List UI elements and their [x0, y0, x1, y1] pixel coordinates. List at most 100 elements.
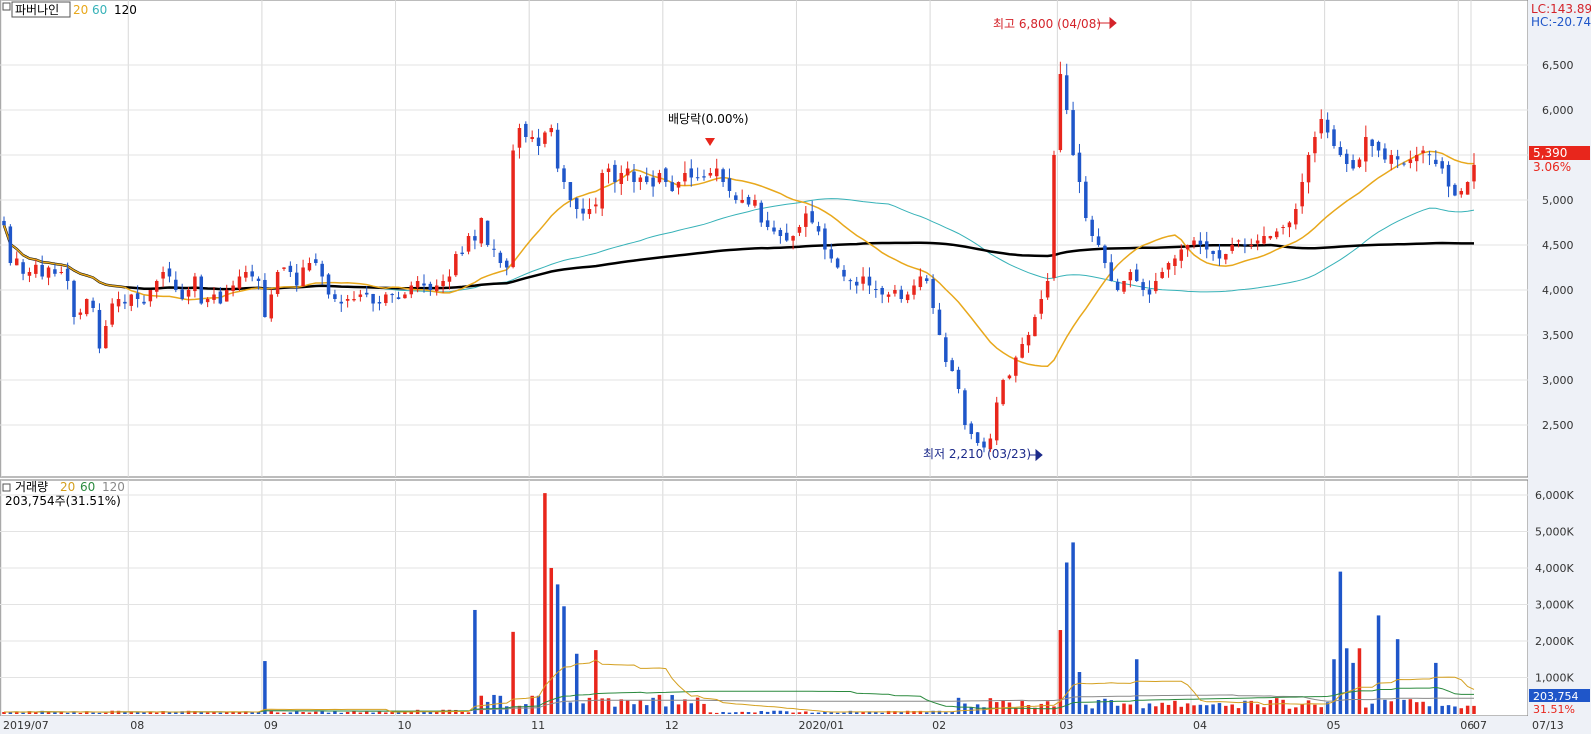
volume-panel-toggle-icon[interactable]	[2, 483, 11, 492]
candle-body	[714, 168, 719, 177]
y-tick-label: 6,000	[1542, 104, 1574, 117]
candle-body	[1351, 160, 1355, 169]
volume-tag-label: 203,754	[1533, 690, 1579, 703]
volume-bar	[167, 712, 172, 714]
candle-body	[994, 402, 999, 441]
candle-body	[352, 299, 356, 301]
volume-bar	[1472, 705, 1476, 714]
volume-bar	[1217, 703, 1222, 714]
candle-body	[199, 276, 204, 304]
volume-bar	[84, 711, 89, 714]
candle-body	[937, 309, 942, 335]
candle-body	[848, 280, 853, 282]
volume-bar	[1351, 662, 1355, 714]
volume-bar	[893, 711, 897, 714]
volume-bar	[753, 712, 757, 714]
volume-bar	[1026, 705, 1031, 714]
volume-bar	[288, 712, 293, 714]
candle-body	[543, 132, 547, 144]
candle-body	[218, 291, 223, 304]
candle-body	[396, 297, 401, 299]
x-tick-label: 2019/07	[3, 719, 49, 732]
candle-body	[1141, 282, 1145, 290]
volume-bar	[517, 705, 522, 714]
candle-body	[231, 285, 235, 291]
candle-body	[1344, 153, 1349, 164]
volume-bar	[854, 712, 859, 714]
volume-bar	[555, 584, 560, 714]
volume-bar	[905, 710, 910, 714]
candle-body	[632, 171, 636, 182]
candle-body	[46, 267, 51, 278]
candle-body	[689, 168, 694, 178]
volume-bar	[931, 710, 935, 714]
candle-body	[931, 278, 935, 308]
candle-body	[950, 360, 954, 371]
volume-bar	[1357, 648, 1362, 714]
candle-body	[307, 263, 312, 271]
candle-body	[21, 262, 25, 274]
volume-bar	[1294, 707, 1298, 714]
vol-legend-ma60: 60	[80, 480, 95, 494]
volume-bar	[1160, 702, 1164, 714]
candle-body	[804, 213, 808, 227]
volume-bar	[1001, 700, 1005, 714]
volume-bar	[511, 631, 515, 714]
volume-bar	[1090, 708, 1094, 714]
candle-body	[536, 137, 541, 146]
volume-pct-label: 31.51%	[1533, 703, 1575, 716]
volume-bar	[708, 712, 713, 714]
volume-bar	[772, 710, 776, 714]
volume-bar	[1033, 707, 1037, 714]
candle-body	[1179, 249, 1184, 261]
candle-body	[339, 301, 344, 304]
candle-body	[861, 276, 865, 284]
volume-bar	[390, 711, 394, 714]
stock-name-box[interactable]	[11, 1, 71, 18]
candle-body	[403, 294, 407, 299]
volume-bar	[791, 712, 795, 714]
candle-body	[1096, 236, 1101, 245]
candle-body	[1364, 137, 1368, 162]
candle-body	[619, 173, 624, 184]
volume-bar	[422, 711, 426, 714]
volume-bar	[358, 712, 363, 714]
volume-bar	[1198, 704, 1203, 714]
candle-body	[1274, 231, 1279, 238]
candle-body	[657, 173, 662, 183]
volume-bar	[759, 711, 764, 714]
vol-y-tick-label: 5,000K	[1535, 525, 1574, 538]
candle-body	[294, 272, 299, 286]
volume-bar	[562, 606, 566, 714]
candle-body	[784, 232, 789, 241]
volume-bar	[263, 661, 267, 714]
candle-body	[1217, 250, 1222, 259]
volume-bar	[778, 710, 783, 714]
candle-body	[256, 278, 261, 281]
candle-body	[314, 259, 318, 263]
price-panel-toggle-icon[interactable]	[2, 2, 11, 11]
volume-bar	[1109, 700, 1114, 714]
high-annotation: 최고 6,800 (04/08)	[993, 17, 1101, 31]
candle-body	[1402, 163, 1406, 165]
volume-bar	[1440, 705, 1444, 714]
candle-body	[72, 280, 76, 317]
volume-bar	[352, 711, 356, 714]
candle-body	[1325, 119, 1330, 133]
volume-bar	[1179, 706, 1184, 714]
candle-body	[772, 227, 776, 232]
volume-bar	[97, 712, 102, 714]
candle-body	[969, 423, 974, 434]
volume-bar	[428, 711, 433, 714]
candle-body	[899, 289, 904, 299]
candle-body	[154, 281, 159, 292]
volume-bar	[1166, 704, 1171, 714]
candle-body	[1185, 245, 1190, 250]
y-tick-label: 4,500	[1542, 239, 1574, 252]
candle-body	[625, 168, 630, 176]
volume-bar	[78, 712, 83, 714]
candle-body	[530, 137, 534, 139]
candle-body	[1427, 154, 1432, 156]
candle-body	[1306, 155, 1311, 183]
